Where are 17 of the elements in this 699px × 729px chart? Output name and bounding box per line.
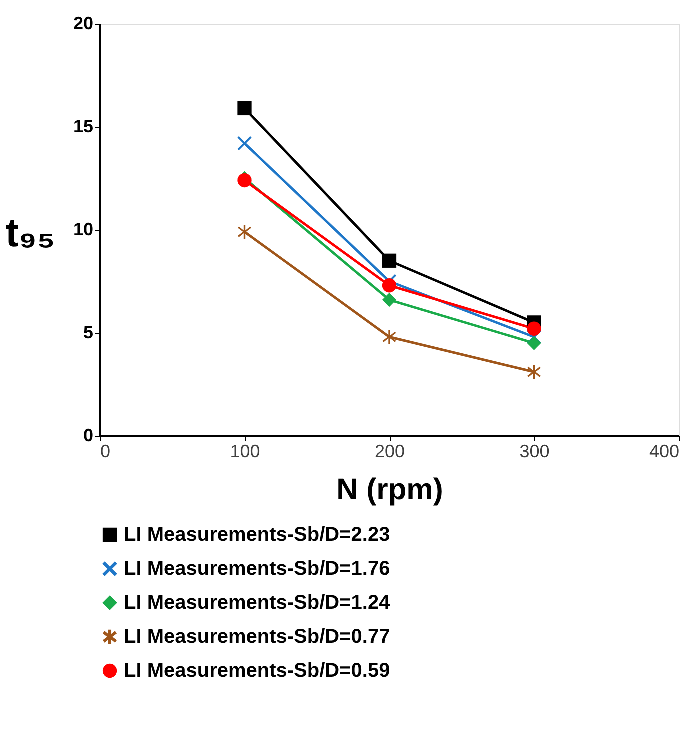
- x-tick-label: 200: [374, 442, 406, 462]
- legend-label: LI Measurements-Sb/D=1.76: [124, 558, 390, 580]
- y-tick-label: 15: [73, 116, 94, 136]
- y-axis-title: t₉₅: [6, 212, 56, 256]
- legend-label: LI Measurements-Sb/D=1.24: [124, 592, 392, 614]
- x-tick-label: 0: [100, 442, 111, 462]
- x-tick-label: 300: [520, 442, 550, 462]
- x-tick-label: 400: [649, 442, 680, 462]
- y-tick-label: 0: [83, 426, 94, 446]
- legend-label: LI Measurements-Sb/D=0.59: [124, 660, 390, 682]
- y-tick-label: 20: [73, 14, 94, 34]
- y-tick-label: 10: [73, 220, 94, 240]
- x-axis-title: N (rpm): [336, 474, 444, 506]
- legend-label: LI Measurements-Sb/D=0.77: [124, 626, 390, 648]
- x-tick-label: 100: [230, 442, 260, 462]
- legend-label: LI Measurements-Sb/D=2.23: [124, 524, 390, 546]
- y-tick-label: 5: [83, 322, 94, 342]
